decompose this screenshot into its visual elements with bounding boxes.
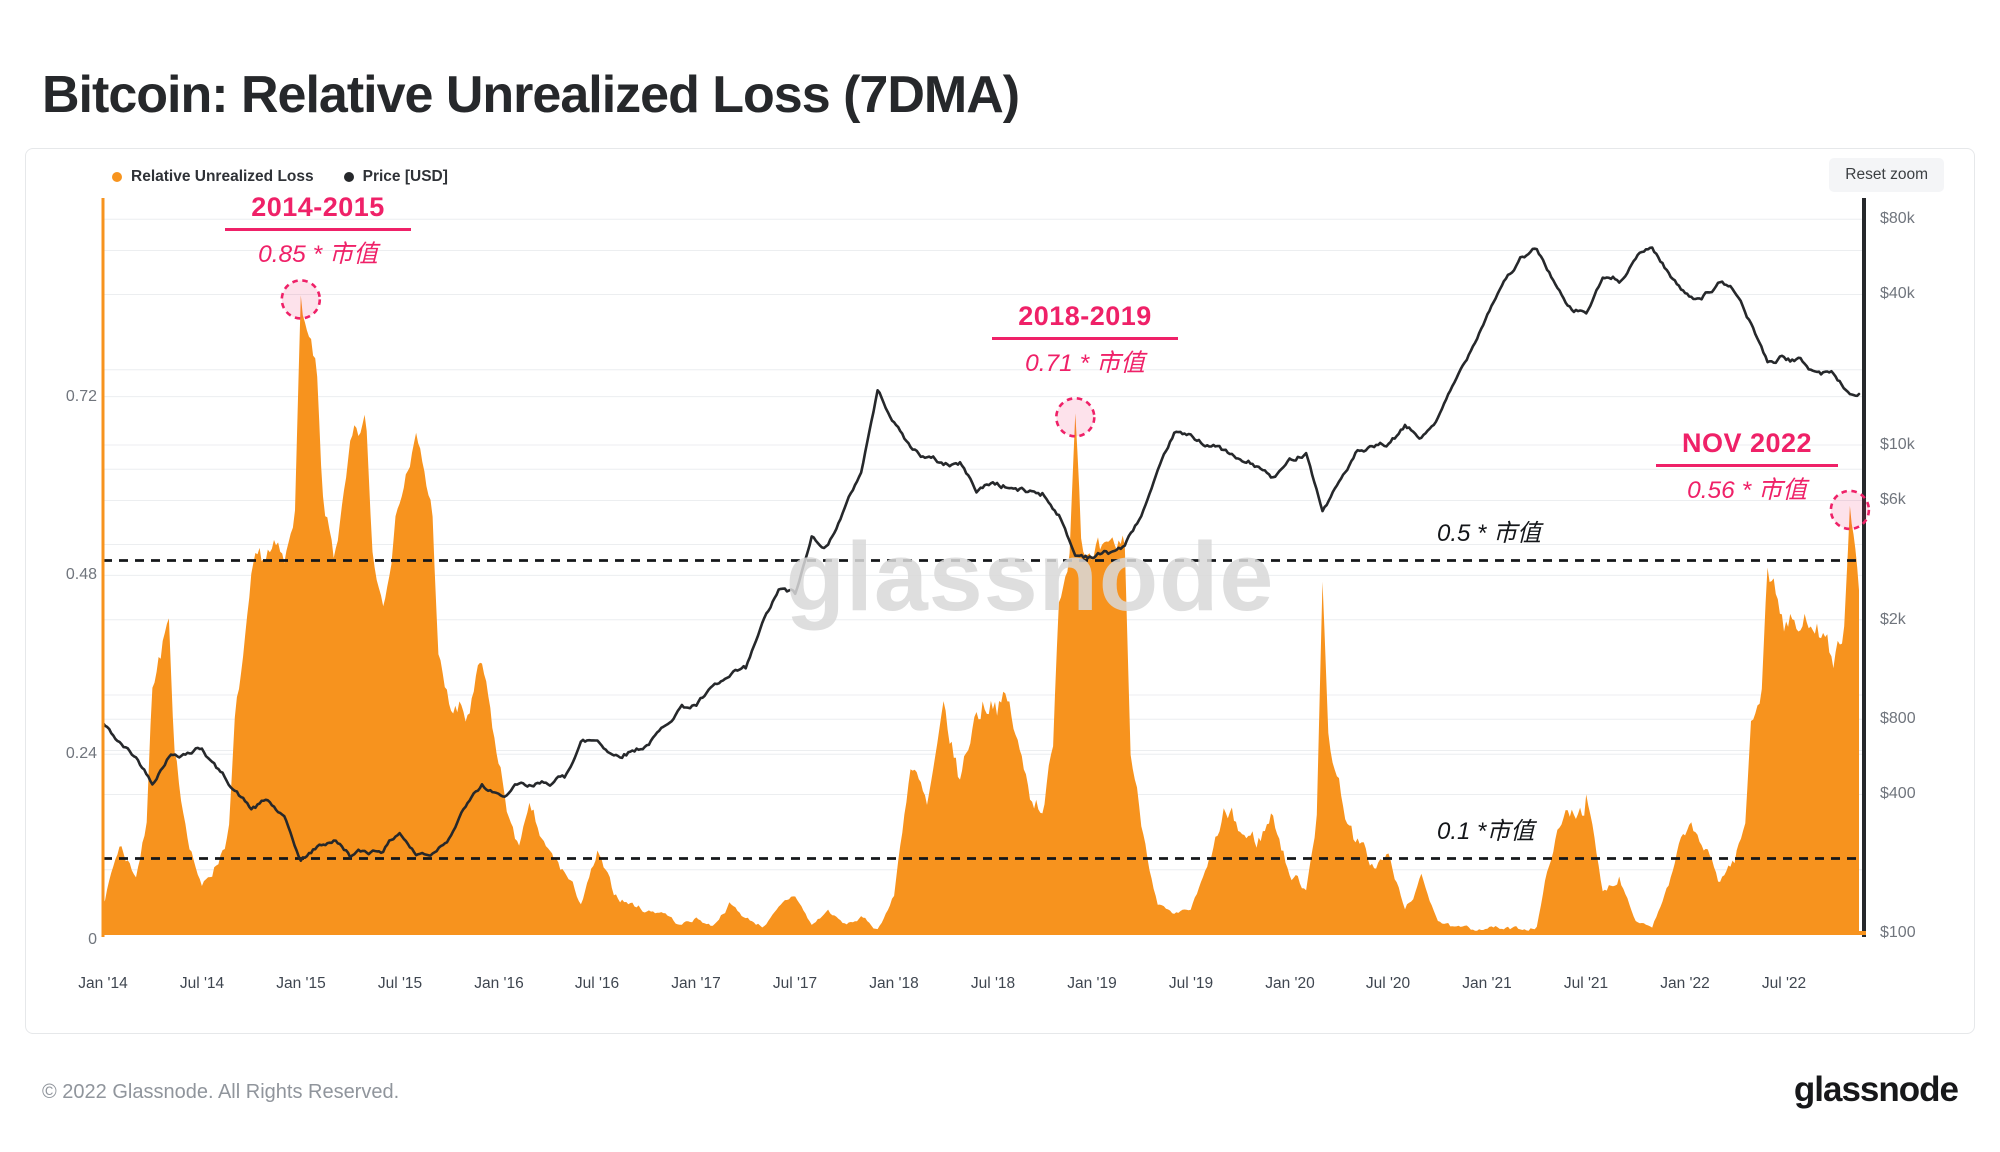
annotation-nov-2022: NOV 2022 0.56 * 市值 — [1622, 428, 1872, 506]
ref-line-label-0-5: 0.5 * 市值 — [1437, 520, 1542, 547]
y-right-tick-label: $100 — [1880, 924, 1916, 941]
y-left-tick-label: 0.24 — [65, 745, 97, 762]
annotation-subtitle: 0.71 * 市值 — [1025, 350, 1145, 377]
annotation-2014-2015: 2014-2015 0.85 * 市值 — [193, 192, 443, 270]
glassnode-logo: glassnode — [1793, 1070, 1959, 1109]
legend-label: Relative Unrealized Loss — [131, 168, 314, 185]
bottom-axis-line — [103, 931, 1866, 935]
x-tick-label: Jan '16 — [474, 975, 524, 992]
annotation-title: NOV 2022 — [1655, 428, 1839, 467]
y-left-tick-label: 0.72 — [65, 388, 97, 405]
y-right-tick-label: $80k — [1880, 210, 1915, 227]
legend-label: Price [USD] — [362, 168, 448, 185]
annotation-title: 2014-2015 — [225, 192, 411, 231]
x-tick-label: Jan '15 — [276, 975, 326, 992]
y-left-tick-label: 0 — [88, 931, 97, 948]
x-tick-label: Jan '14 — [78, 975, 128, 992]
x-tick-label: Jan '18 — [869, 975, 919, 992]
x-tick-label: Jul '22 — [1761, 975, 1807, 992]
annotation-title: 2018-2019 — [992, 301, 1178, 340]
x-tick-label: Jul '15 — [377, 975, 423, 992]
x-tick-label: Jul '20 — [1365, 975, 1411, 992]
annotation-peak-circle — [1055, 396, 1096, 438]
ref-line-label-0-1: 0.1 *市值 — [1437, 818, 1535, 845]
left-axis-line — [101, 198, 105, 937]
y-right-tick-label: $6k — [1880, 491, 1906, 508]
x-tick-label: Jul '17 — [772, 975, 818, 992]
black-dot-icon — [343, 172, 354, 182]
y-right-tick-label: $800 — [1880, 710, 1916, 727]
y-right-tick-label: $400 — [1880, 785, 1916, 802]
orange-dot-icon — [112, 172, 122, 182]
annotation-peak-circle — [1829, 489, 1871, 531]
x-tick-label: Jan '21 — [1462, 975, 1512, 992]
y-right-tick-label: $40k — [1880, 285, 1915, 302]
x-tick-label: Jul '14 — [179, 975, 225, 992]
y-left-tick-label: 0.48 — [65, 566, 97, 583]
legend-item-relative-unrealized-loss[interactable]: Relative Unrealized Loss — [112, 168, 314, 186]
x-tick-label: Jan '22 — [1660, 975, 1710, 992]
page-title: Bitcoin: Relative Unrealized Loss (7DMA) — [42, 65, 1020, 124]
x-tick-label: Jul '16 — [574, 975, 620, 992]
x-tick-label: Jul '19 — [1168, 975, 1214, 992]
annotation-subtitle: 0.56 * 市值 — [1687, 477, 1807, 504]
annotation-subtitle: 0.85 * 市值 — [258, 241, 378, 268]
y-right-tick-label: $2k — [1880, 611, 1906, 628]
x-tick-label: Jul '21 — [1563, 975, 1609, 992]
reset-zoom-button[interactable]: Reset zoom — [1829, 158, 1944, 192]
x-tick-label: Jul '18 — [970, 975, 1016, 992]
annotation-peak-circle — [280, 279, 322, 320]
x-tick-label: Jan '19 — [1067, 975, 1117, 992]
chart-legend: Relative Unrealized Loss Price [USD] — [112, 168, 448, 186]
relative-unrealized-loss-area — [103, 295, 1859, 933]
legend-item-price-usd[interactable]: Price [USD] — [343, 168, 448, 186]
y-right-tick-label: $10k — [1880, 436, 1915, 453]
x-tick-label: Jan '17 — [671, 975, 721, 992]
right-axis-line — [1862, 198, 1866, 937]
price-usd-line — [101, 246, 1861, 862]
x-tick-label: Jan '20 — [1265, 975, 1315, 992]
annotation-2018-2019: 2018-2019 0.71 * 市值 — [960, 301, 1210, 379]
copyright-text: © 2022 Glassnode. All Rights Reserved. — [42, 1081, 400, 1103]
